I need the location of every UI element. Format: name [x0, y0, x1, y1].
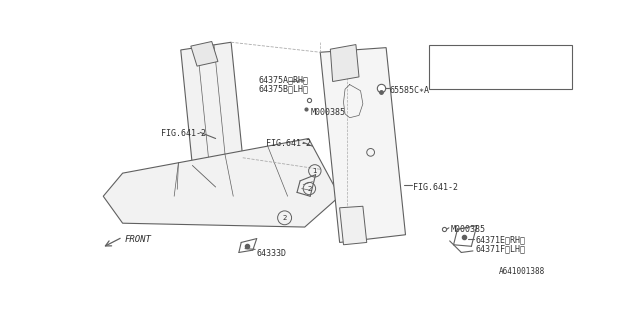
- Text: 2: 2: [282, 215, 287, 221]
- Text: 64371E〈RH〉: 64371E〈RH〉: [476, 236, 525, 244]
- Text: 2: 2: [307, 186, 312, 192]
- Text: 64333D: 64333D: [257, 249, 287, 258]
- Text: <’13MY1210- >: <’13MY1210- >: [493, 77, 553, 86]
- Text: < -’13MY1209>: < -’13MY1209>: [493, 62, 553, 71]
- Text: N370048: N370048: [451, 47, 484, 57]
- Text: A641001388: A641001388: [499, 267, 545, 276]
- Polygon shape: [180, 42, 243, 165]
- Polygon shape: [330, 44, 359, 82]
- Text: FIG.641-2: FIG.641-2: [413, 183, 458, 192]
- Text: 64371F〈LH〉: 64371F〈LH〉: [476, 245, 525, 254]
- Text: M000412: M000412: [451, 77, 484, 86]
- Text: 65585C∗A: 65585C∗A: [390, 86, 430, 95]
- Text: 2: 2: [436, 64, 440, 70]
- Text: M000385: M000385: [451, 225, 486, 234]
- Text: 1: 1: [312, 168, 317, 174]
- Text: FRONT: FRONT: [125, 235, 152, 244]
- Text: 64375A〈RH〉: 64375A〈RH〉: [259, 75, 308, 84]
- Polygon shape: [340, 206, 367, 245]
- Polygon shape: [320, 48, 406, 243]
- Text: M000385: M000385: [311, 108, 346, 117]
- FancyBboxPatch shape: [429, 44, 572, 89]
- Text: FIG.641-2: FIG.641-2: [161, 129, 206, 138]
- Polygon shape: [191, 42, 218, 66]
- Text: 64375B〈LH〉: 64375B〈LH〉: [259, 84, 308, 93]
- Text: 1: 1: [436, 49, 440, 55]
- Text: FIG.641-2: FIG.641-2: [266, 139, 311, 148]
- Polygon shape: [103, 139, 340, 227]
- Text: M000385: M000385: [451, 62, 484, 71]
